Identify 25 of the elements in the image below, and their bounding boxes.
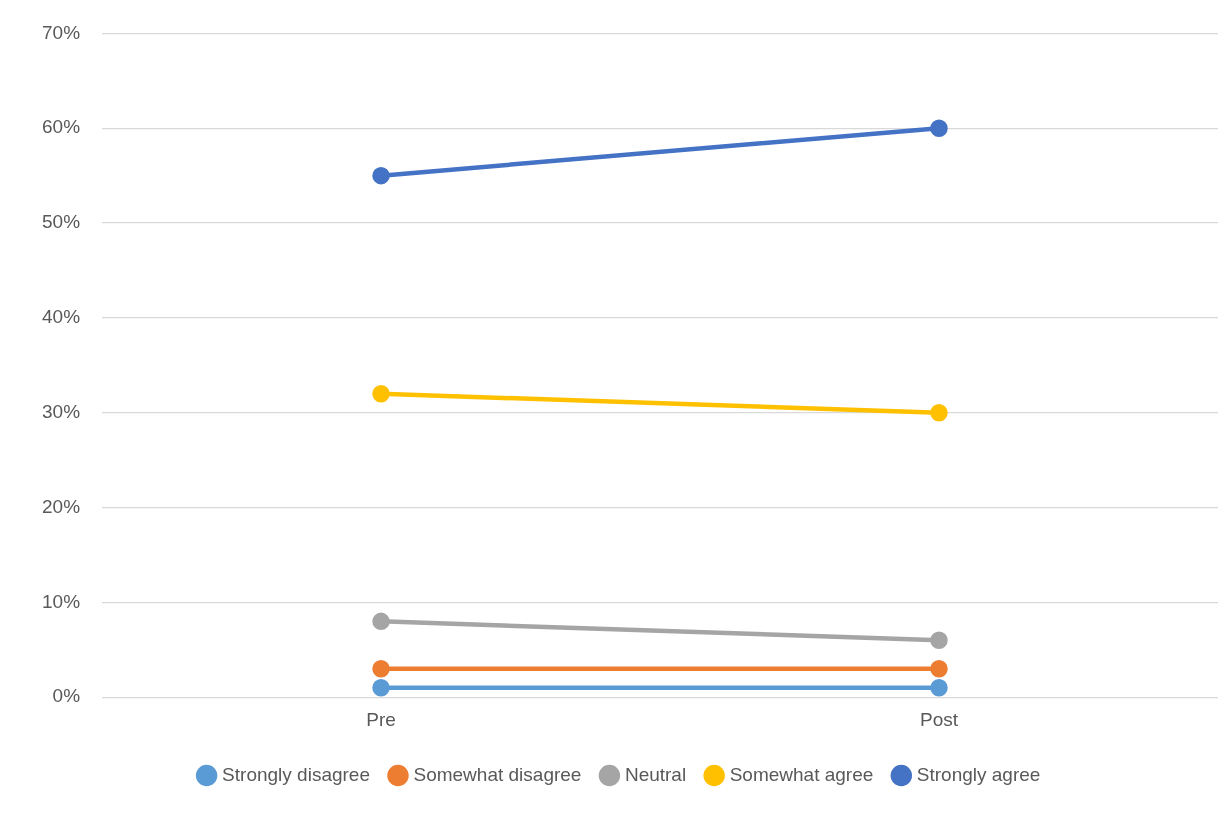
point [930, 403, 948, 422]
legend-label: Strongly disagree [222, 763, 370, 785]
point [372, 678, 390, 697]
point [930, 678, 948, 697]
point [372, 612, 390, 631]
x-tick-label: Post [919, 708, 959, 730]
legend-label: Somewhat agree [729, 763, 874, 785]
y-tick-label: 60% [42, 116, 81, 138]
y-tick-label: 20% [42, 495, 81, 517]
y-tick-label: 50% [42, 211, 81, 233]
y-tick-label: 30% [42, 400, 81, 422]
point [930, 631, 948, 650]
legend-label: Strongly agree [916, 763, 1041, 785]
legend-label: Somewhat disagree [413, 763, 582, 785]
point [372, 166, 390, 185]
point [930, 660, 948, 678]
point [372, 660, 390, 678]
y-tick-label: 40% [42, 306, 81, 328]
point [372, 385, 390, 403]
x-tick-label: Pre [366, 708, 396, 730]
y-tick-label: 10% [42, 590, 81, 612]
y-tick-label: 70% [42, 21, 81, 43]
point [930, 119, 948, 137]
legend-label: Neutral [624, 763, 687, 785]
y-tick-label: 0% [52, 685, 81, 707]
